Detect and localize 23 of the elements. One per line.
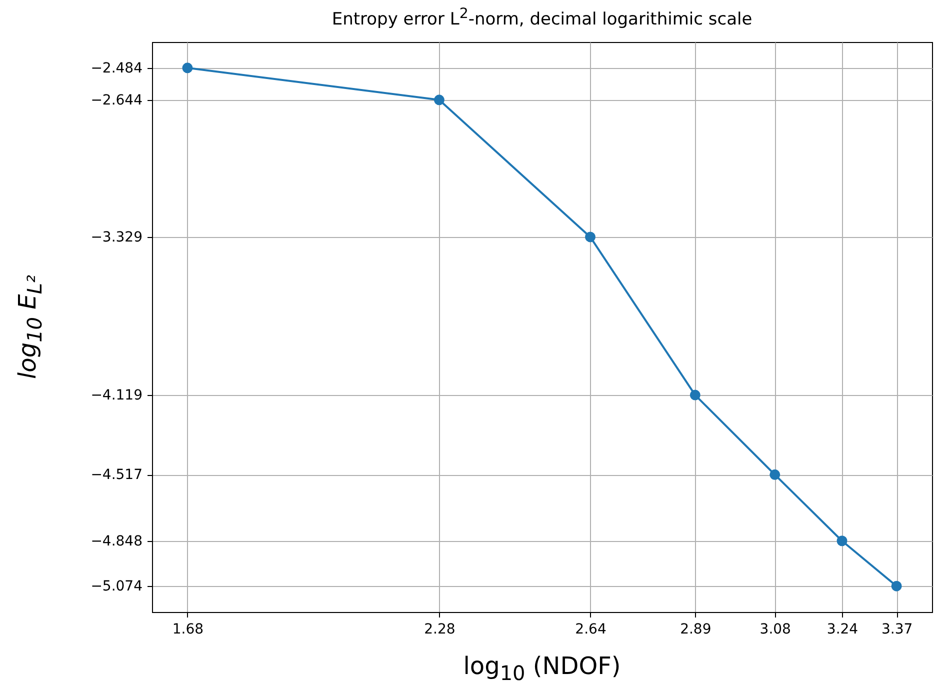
point [690,390,700,400]
x-tick-label: 3.37 [881,622,913,638]
x-tick-label: 3.08 [760,622,791,638]
x-axis-title: log$_{10}$ (NDOF) [462,652,622,685]
chart-title: Entropy error L$^{2}$-norm, decimal logarithimic scale [330,6,754,30]
point [585,232,596,242]
y-tick-label: −3.329 [90,229,142,246]
point [836,536,848,546]
y-tick-label: −4.848 [90,533,142,550]
point [770,469,780,480]
y-tick-label: −2.484 [90,60,143,76]
x-tick-label: 2.64 [575,622,606,638]
x-tick-label: 3.24 [826,622,858,638]
x-tick-label: 2.89 [680,622,712,638]
point [891,580,902,592]
y-tick-label: −2.644 [90,92,143,108]
y-tick-label: −5.074 [90,578,143,595]
point [434,94,444,106]
y-tick-label: −4.517 [90,467,142,484]
x-tick-label: 2.28 [424,622,456,638]
x-tick-label: 1.68 [172,622,204,638]
point [182,62,193,74]
y-tick-label: −4.119 [90,388,142,404]
